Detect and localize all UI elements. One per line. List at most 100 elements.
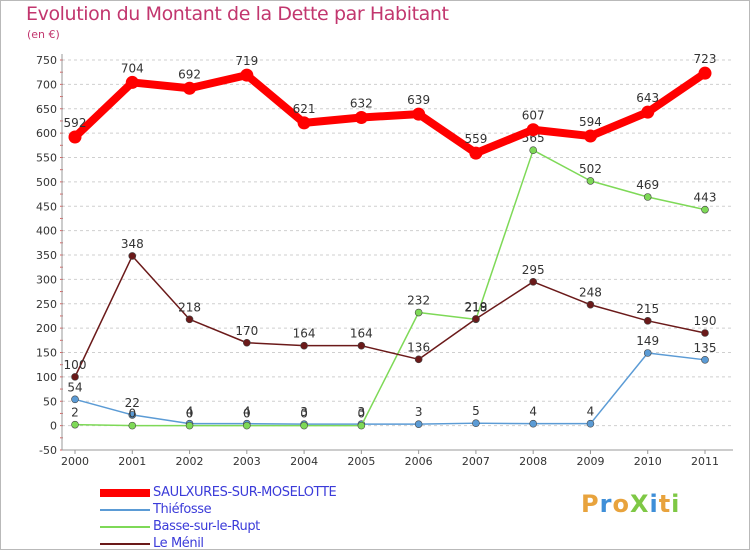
x-tick-label: 2006 — [405, 455, 433, 468]
x-tick-label: 2000 — [61, 455, 89, 468]
data-point — [698, 66, 712, 80]
data-label: 594 — [579, 115, 602, 129]
data-point — [354, 111, 368, 125]
data-point — [643, 349, 652, 357]
logo-letter: i — [671, 490, 681, 518]
data-point — [357, 341, 366, 350]
data-point — [243, 421, 251, 430]
y-tick-label: 50 — [43, 395, 57, 408]
data-point — [185, 315, 194, 324]
x-tick-label: 2003 — [233, 455, 261, 468]
data-point — [526, 123, 540, 137]
data-point — [71, 395, 79, 404]
data-point — [68, 130, 82, 144]
data-label: 3 — [358, 405, 366, 419]
data-label: 592 — [64, 116, 87, 130]
data-label: 170 — [235, 324, 258, 338]
data-label: 4 — [186, 405, 194, 419]
data-point — [125, 75, 139, 89]
y-tick-label: 150 — [36, 347, 57, 360]
data-label: 0 — [243, 407, 251, 421]
x-tick-label: 2009 — [576, 455, 604, 468]
data-point — [128, 411, 137, 419]
data-label: 607 — [522, 109, 545, 123]
data-point — [586, 419, 595, 428]
data-point — [472, 315, 480, 323]
data-label: 295 — [522, 263, 545, 277]
data-label: 164 — [293, 327, 316, 341]
data-point — [529, 146, 537, 154]
x-tick-label: 2008 — [519, 455, 547, 468]
data-label: 559 — [464, 132, 487, 146]
legend-swatch — [100, 488, 150, 497]
y-tick-label: 500 — [36, 176, 57, 189]
data-label: 190 — [694, 314, 717, 328]
data-label: 164 — [350, 327, 373, 341]
y-tick-label: 100 — [36, 371, 57, 384]
series-line — [71, 69, 709, 158]
data-label: 632 — [350, 97, 373, 111]
data-label: 4 — [529, 405, 537, 419]
data-point — [128, 421, 137, 430]
data-label: 719 — [235, 54, 258, 68]
logo-letter: t — [658, 490, 672, 518]
data-label: 704 — [121, 61, 144, 75]
data-point — [300, 341, 308, 350]
data-label: 0 — [358, 407, 366, 421]
data-label: 621 — [293, 102, 316, 116]
data-label: 219 — [464, 300, 487, 314]
data-label: 0 — [128, 407, 136, 421]
data-label: 135 — [694, 341, 717, 355]
data-point — [583, 129, 597, 143]
x-tick-label: 2010 — [634, 455, 662, 468]
y-tick-label: -50 — [39, 444, 57, 457]
data-label: 218 — [178, 300, 201, 314]
data-point — [586, 300, 595, 309]
y-tick-label: 650 — [36, 103, 57, 116]
y-tick-label: 350 — [36, 249, 57, 262]
data-point — [183, 81, 197, 95]
y-tick-label: 400 — [36, 225, 57, 238]
data-point — [300, 421, 308, 430]
data-label: 2 — [71, 406, 79, 420]
chart-subtitle: (en €) — [27, 28, 60, 41]
data-label: 723 — [694, 52, 717, 66]
y-tick-label: 300 — [36, 273, 57, 286]
data-label: 502 — [579, 162, 602, 176]
legend-swatch — [100, 508, 150, 511]
proxiti-logo: ProXiti — [581, 490, 680, 518]
x-tick-label: 2011 — [691, 455, 719, 468]
chart-title: Evolution du Montant de la Dette par Hab… — [26, 3, 449, 25]
data-point — [701, 356, 709, 364]
data-label: 218 — [464, 300, 487, 314]
y-tick-label: 250 — [36, 298, 57, 311]
data-point — [529, 419, 537, 428]
data-label: 443 — [694, 191, 717, 205]
series-line — [74, 149, 706, 427]
data-label: 639 — [407, 93, 430, 107]
data-point — [414, 355, 423, 364]
y-tick-label: 750 — [36, 54, 57, 67]
x-tick-label: 2005 — [347, 455, 375, 468]
legend-swatch — [100, 525, 150, 528]
legend-label: Thiéfosse — [153, 502, 212, 517]
x-tick-label: 2004 — [290, 455, 318, 468]
data-point — [297, 116, 311, 130]
data-label: 4 — [587, 405, 595, 419]
data-point — [701, 329, 709, 337]
legend-label: Basse-sur-le-Rupt — [153, 519, 260, 534]
data-point — [643, 193, 652, 201]
data-point — [469, 146, 483, 160]
y-tick-label: 550 — [36, 152, 57, 165]
data-point — [357, 421, 366, 430]
data-point — [243, 338, 251, 347]
data-label: 248 — [579, 286, 602, 300]
logo-letter: r — [599, 490, 613, 518]
y-tick-label: 600 — [36, 127, 57, 140]
data-label: 3 — [300, 405, 308, 419]
data-label: 54 — [67, 380, 82, 394]
data-label: 215 — [636, 302, 659, 316]
data-point — [641, 105, 655, 119]
data-point — [240, 68, 254, 82]
data-label: 232 — [407, 294, 430, 308]
